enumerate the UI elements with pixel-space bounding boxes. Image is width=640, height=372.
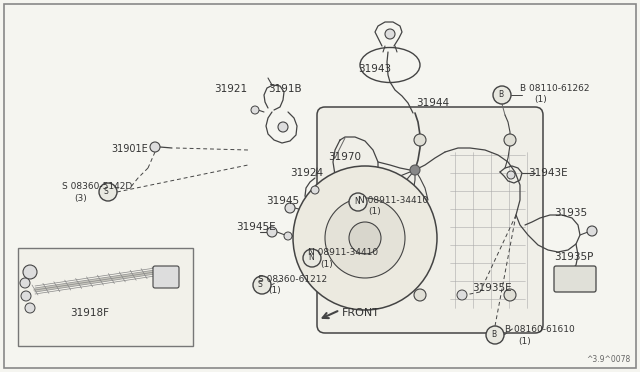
- Text: N: N: [354, 197, 360, 206]
- Text: S: S: [258, 280, 263, 289]
- Circle shape: [504, 134, 516, 146]
- Text: B: B: [491, 330, 496, 339]
- Circle shape: [21, 291, 31, 301]
- Circle shape: [267, 227, 277, 237]
- Circle shape: [251, 106, 259, 114]
- Circle shape: [23, 265, 37, 279]
- Text: S 08360-61212: S 08360-61212: [258, 275, 327, 284]
- Text: (3): (3): [74, 194, 87, 203]
- Circle shape: [25, 303, 35, 313]
- Circle shape: [325, 198, 405, 278]
- Circle shape: [504, 289, 516, 301]
- Text: (1): (1): [518, 337, 531, 346]
- Circle shape: [486, 326, 504, 344]
- FancyBboxPatch shape: [18, 248, 193, 346]
- Text: (1): (1): [320, 260, 333, 269]
- Circle shape: [311, 186, 319, 194]
- Text: B: B: [498, 90, 503, 99]
- Text: 31970: 31970: [328, 152, 361, 162]
- Text: N 08911-34410: N 08911-34410: [308, 248, 378, 257]
- Text: 3191B: 3191B: [268, 84, 301, 94]
- Text: 31944: 31944: [416, 98, 449, 108]
- Circle shape: [414, 289, 426, 301]
- Text: 31935P: 31935P: [554, 252, 593, 262]
- Circle shape: [385, 29, 395, 39]
- Text: S 08360-5142D: S 08360-5142D: [62, 182, 132, 191]
- Circle shape: [284, 232, 292, 240]
- Text: 31935E: 31935E: [472, 283, 511, 293]
- Circle shape: [20, 278, 30, 288]
- Text: 31901E: 31901E: [111, 144, 148, 154]
- Text: N 08911-34410: N 08911-34410: [358, 196, 428, 205]
- Text: 31924: 31924: [290, 168, 323, 178]
- Circle shape: [493, 86, 511, 104]
- Text: 31918F: 31918F: [70, 308, 109, 318]
- FancyBboxPatch shape: [317, 107, 543, 333]
- Circle shape: [507, 171, 515, 179]
- Circle shape: [414, 134, 426, 146]
- Text: 31943E: 31943E: [528, 168, 568, 178]
- Circle shape: [150, 142, 160, 152]
- Circle shape: [349, 193, 367, 211]
- Circle shape: [410, 165, 420, 175]
- Text: 31921: 31921: [214, 84, 247, 94]
- Circle shape: [285, 203, 295, 213]
- Text: B 08110-61262: B 08110-61262: [520, 84, 589, 93]
- Text: (1): (1): [268, 286, 281, 295]
- Text: 31935: 31935: [554, 208, 587, 218]
- Text: FRONT: FRONT: [342, 308, 380, 318]
- Text: (1): (1): [368, 207, 381, 216]
- Text: S: S: [104, 187, 109, 196]
- Circle shape: [303, 249, 321, 267]
- Text: ^3.9^0078: ^3.9^0078: [586, 355, 630, 364]
- Circle shape: [349, 222, 381, 254]
- Circle shape: [293, 166, 437, 310]
- Circle shape: [587, 226, 597, 236]
- Text: B 08160-61610: B 08160-61610: [505, 325, 575, 334]
- Circle shape: [253, 276, 271, 294]
- Text: 31943: 31943: [358, 64, 391, 74]
- Text: (1): (1): [534, 95, 547, 104]
- FancyBboxPatch shape: [554, 266, 596, 292]
- Circle shape: [457, 290, 467, 300]
- Text: 31945E: 31945E: [236, 222, 276, 232]
- FancyBboxPatch shape: [153, 266, 179, 288]
- Circle shape: [99, 183, 117, 201]
- Text: N: N: [308, 253, 314, 262]
- Circle shape: [278, 122, 288, 132]
- Text: 31945: 31945: [266, 196, 299, 206]
